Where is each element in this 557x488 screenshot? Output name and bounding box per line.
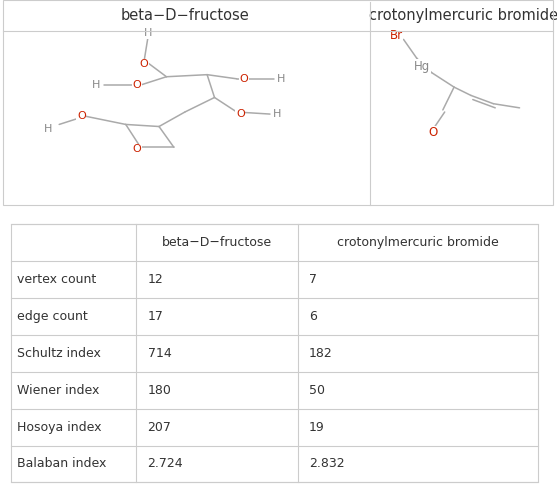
Text: 50: 50	[309, 384, 325, 397]
Text: O: O	[429, 126, 438, 139]
Text: Hosoya index: Hosoya index	[17, 421, 101, 433]
Text: vertex count: vertex count	[17, 273, 96, 286]
Text: 12: 12	[148, 273, 163, 286]
Text: 17: 17	[148, 310, 164, 323]
Text: crotonylmercuric bromide: crotonylmercuric bromide	[337, 236, 499, 249]
Text: 182: 182	[309, 347, 333, 360]
Text: O: O	[140, 60, 149, 69]
Text: O: O	[133, 144, 141, 154]
Text: edge count: edge count	[17, 310, 87, 323]
Text: beta−D−fructose: beta−D−fructose	[162, 236, 272, 249]
Text: H: H	[92, 80, 100, 90]
Text: Hg: Hg	[414, 60, 431, 73]
Text: 714: 714	[148, 347, 172, 360]
Text: 180: 180	[148, 384, 172, 397]
Text: Br: Br	[389, 29, 403, 42]
Text: beta−D−fructose: beta−D−fructose	[120, 8, 250, 23]
Text: O: O	[240, 74, 248, 84]
Text: O: O	[133, 80, 141, 90]
Text: O: O	[236, 109, 245, 119]
Text: 2.724: 2.724	[148, 457, 183, 470]
Text: 19: 19	[309, 421, 325, 433]
Text: Schultz index: Schultz index	[17, 347, 101, 360]
Text: 207: 207	[148, 421, 172, 433]
Text: H: H	[273, 109, 282, 119]
Text: 2.832: 2.832	[309, 457, 345, 470]
Text: Wiener index: Wiener index	[17, 384, 99, 397]
Text: H: H	[44, 123, 52, 134]
Text: 6: 6	[309, 310, 317, 323]
Text: Balaban index: Balaban index	[17, 457, 106, 470]
Text: H: H	[277, 74, 285, 84]
Text: H: H	[144, 28, 152, 38]
Text: crotonylmercuric bromide: crotonylmercuric bromide	[369, 8, 557, 23]
Text: 7: 7	[309, 273, 317, 286]
Text: O: O	[77, 111, 86, 121]
